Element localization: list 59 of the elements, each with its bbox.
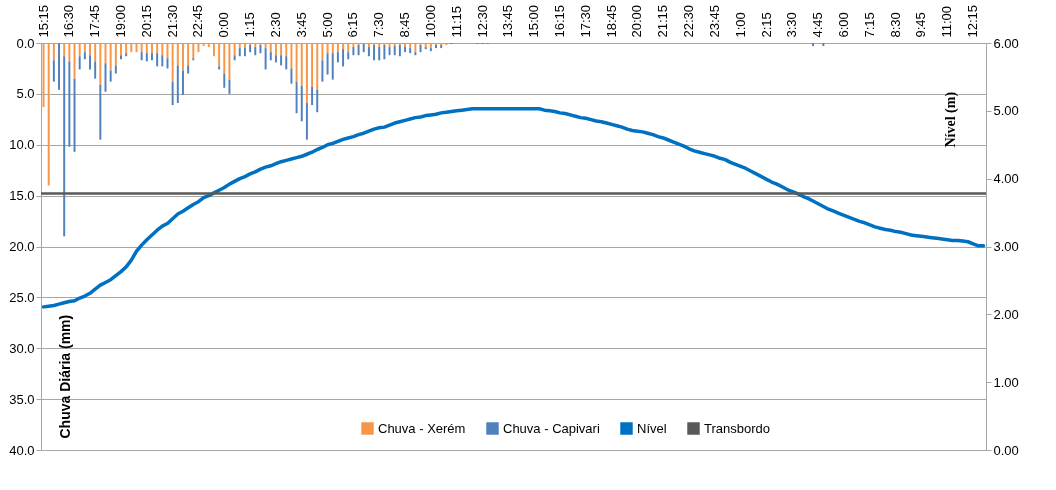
x-tick-label: 2:30 <box>267 12 283 38</box>
y2-tick-label: 2.00 <box>993 306 1019 322</box>
x-tick-label: 4:45 <box>810 12 826 38</box>
x-tick-label: 21:30 <box>164 4 180 38</box>
legend-label: Transbordo <box>704 420 770 436</box>
x-tick-label: 8:45 <box>397 12 413 38</box>
x-tick-label: 9:45 <box>913 12 929 38</box>
x-tick-label: 19:00 <box>113 4 128 38</box>
y2-tick-label: 0.00 <box>993 442 1019 458</box>
x-tick-label: 8:30 <box>887 12 903 38</box>
x-tick-label: 17:30 <box>577 4 593 38</box>
x-tick-label: 16:30 <box>61 4 77 38</box>
y2-axis-title: Nível (m) <box>942 91 959 148</box>
x-tick-label: 20:00 <box>629 4 645 38</box>
y2-tick-label: 1.00 <box>993 374 1019 390</box>
x-tick-label: 3:30 <box>784 12 800 38</box>
x-tick-label: 11:15 <box>448 5 464 38</box>
x-tick-label: 20:15 <box>138 4 154 38</box>
x-tick-label: 13:45 <box>500 4 516 38</box>
y-tick-label: 10.0 <box>9 137 35 153</box>
x-tick-label: 5:00 <box>319 12 335 38</box>
x-tick-label: 10:00 <box>422 4 438 38</box>
x-tick-label: 12:30 <box>474 4 490 38</box>
x-tick-label: 17:45 <box>87 4 103 38</box>
x-tick-label: 15:00 <box>526 4 542 38</box>
x-tick-label: 1:00 <box>732 12 748 38</box>
y2-tick-label: 6.00 <box>993 35 1019 51</box>
x-tick-label: 6:15 <box>345 12 361 38</box>
y-tick-label: 25.0 <box>9 289 35 305</box>
x-tick-label: 1:15 <box>242 12 258 38</box>
y-tick-label: 15.0 <box>9 188 35 204</box>
legend-label: Chuva - Xerém <box>378 420 466 436</box>
y-tick-label: 20.0 <box>9 239 35 254</box>
x-tick-label: 12:15 <box>965 4 981 38</box>
legend-label: Nível <box>637 420 667 436</box>
x-tick-label: 16:15 <box>551 4 567 38</box>
x-tick-label: 15:15 <box>35 4 51 38</box>
x-tick-label: 0:00 <box>216 12 232 38</box>
y-tick-label: 40.0 <box>9 442 35 458</box>
y-tick-label: 5.0 <box>16 86 35 102</box>
legend-label: Chuva - Capivari <box>503 420 600 436</box>
y-tick-label: 30.0 <box>9 340 35 356</box>
y2-tick-label: 4.00 <box>993 171 1019 187</box>
x-tick-label: 6:00 <box>836 12 852 38</box>
x-tick-label: 11:00 <box>939 5 955 38</box>
x-tick-label: 22:30 <box>681 4 697 38</box>
x-tick-label: 7:30 <box>371 12 387 38</box>
x-tick-label: 22:45 <box>190 4 206 38</box>
x-tick-label: 7:15 <box>861 12 877 38</box>
x-tick-label: 2:15 <box>758 12 774 38</box>
y2-tick-label: 3.00 <box>993 239 1019 254</box>
y2-tick-label: 5.00 <box>993 103 1019 119</box>
x-tick-label: 3:45 <box>293 12 309 38</box>
x-tick-label: 23:45 <box>706 4 722 38</box>
x-tick-label: 21:15 <box>655 4 671 38</box>
x-tick-label: 18:45 <box>603 4 619 38</box>
y-tick-label: 0.0 <box>16 35 35 51</box>
y-tick-label: 35.0 <box>9 391 35 407</box>
y-axis-title: Chuva Diária (mm) <box>56 314 73 439</box>
